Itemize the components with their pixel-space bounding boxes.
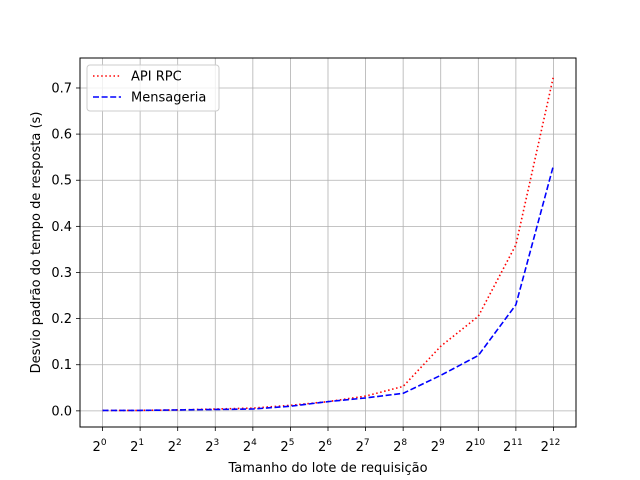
- x-tick-label: 26: [318, 438, 332, 455]
- legend-label-mensageria: Mensageria: [131, 91, 206, 106]
- x-tick-label: 29: [431, 438, 445, 455]
- x-tick-label: 27: [356, 438, 370, 455]
- y-axis-label: Desvio padrão do tempo de resposta (s): [29, 112, 44, 374]
- y-tick-label: 0.7: [51, 81, 72, 96]
- x-tick-label: 22: [168, 438, 182, 455]
- x-tick-label: 212: [541, 438, 561, 455]
- grid: [80, 58, 576, 427]
- x-tick-label: 21: [130, 438, 144, 455]
- x-tick-label: 210: [465, 438, 485, 455]
- x-axis-label: Tamanho do lote de requisição: [227, 461, 427, 476]
- x-tick-label: 20: [93, 438, 107, 455]
- y-tick-label: 0.6: [51, 128, 72, 143]
- x-tick-label: 211: [503, 438, 523, 455]
- x-tick-label: 23: [205, 438, 219, 455]
- series-line-mensageria: [102, 165, 555, 412]
- y-tick-label: 0.2: [51, 312, 72, 327]
- legend: API RPC Mensageria: [86, 64, 220, 112]
- y-tick-label: 0.4: [51, 220, 72, 235]
- ticks: 20 21 22 23 24 25 26 27 28 29 210 211 212 0.0 0.1 0.2 0.…: [51, 81, 560, 455]
- series-layer: [102, 76, 555, 412]
- y-tick-label: 0.1: [51, 358, 72, 373]
- legend-box: [86, 64, 220, 112]
- y-tick-label: 0.0: [51, 404, 72, 419]
- y-tick-label: 0.3: [51, 266, 72, 281]
- x-tick-label: 28: [393, 438, 407, 455]
- legend-label-api-rpc: API RPC: [131, 70, 182, 85]
- x-tick-label: 24: [243, 438, 257, 455]
- y-tick-label: 0.5: [51, 174, 72, 189]
- x-tick-label: 25: [280, 438, 294, 455]
